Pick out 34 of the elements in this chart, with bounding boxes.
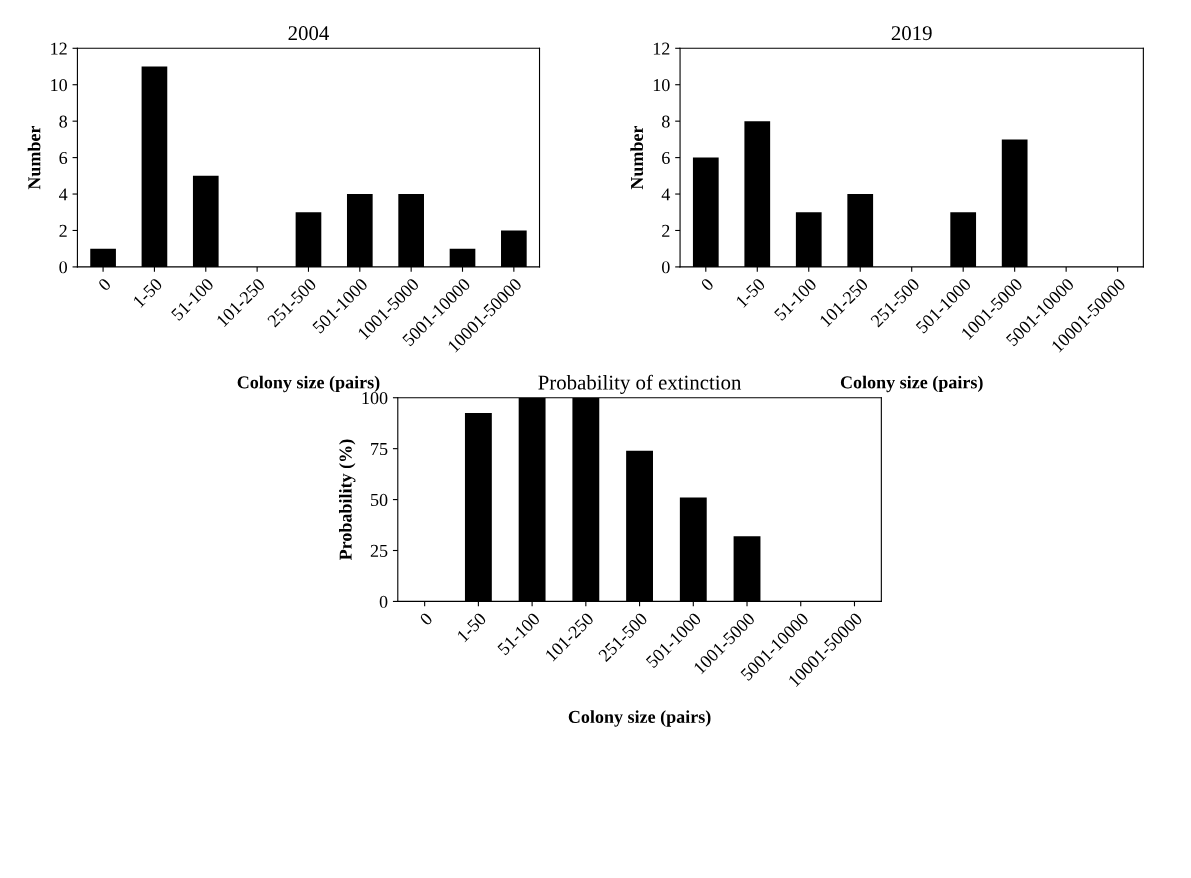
y-tick-label: 4 (661, 188, 671, 201)
y-tick-label: 6 (662, 151, 670, 165)
x-axis-title: Colony size (pairs) (568, 710, 711, 727)
y-tick-label: 12 (653, 42, 670, 55)
x-axis-title: Colony size (pairs) (237, 375, 380, 393)
chart-title: 2004 (288, 26, 329, 41)
y-tick-label: 4 (59, 188, 68, 201)
y-tick-label: 0 (662, 261, 670, 274)
x-axis-title: Colony size (pairs) (840, 375, 983, 393)
y-axis-title: Number (630, 125, 644, 190)
y-tick-label: 12 (51, 42, 67, 55)
x-tick-label: 1-50 (456, 612, 487, 643)
y-tick-label: 2 (662, 224, 670, 237)
x-tick-label: 0 (419, 612, 434, 627)
y-tick-label: 25 (370, 544, 388, 557)
y-tick-label: 0 (379, 595, 388, 608)
chart-title: Probability of extinction (538, 374, 742, 394)
chart-title: 2019 (891, 26, 932, 41)
y-tick-label: 2 (59, 224, 67, 237)
y-axis-title: Probability (%) (339, 439, 356, 561)
y-tick-label: 100 (362, 391, 388, 405)
y-tick-label: 0 (59, 261, 67, 274)
x-tick-label: 1-50 (735, 277, 766, 308)
x-tick-label: 1-50 (132, 277, 163, 308)
y-tick-label: 10 (653, 78, 670, 92)
y-tick-label: 75 (371, 443, 388, 456)
y-tick-label: 6 (59, 151, 68, 165)
y-axis-title: Number (27, 125, 41, 190)
y-tick-label: 50 (371, 493, 388, 507)
x-tick-label: 0 (700, 277, 715, 292)
y-tick-label: 10 (51, 78, 67, 92)
y-tick-label: 8 (59, 115, 67, 128)
x-tick-label: 0 (97, 277, 112, 292)
y-tick-label: 8 (662, 115, 670, 128)
